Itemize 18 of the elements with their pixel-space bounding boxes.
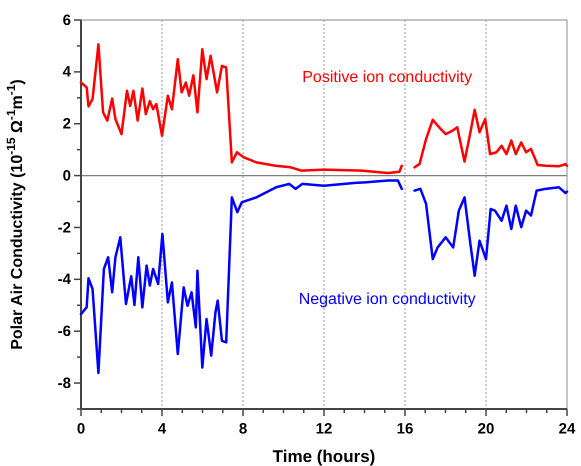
y-tick-label: 4 xyxy=(62,64,72,81)
x-tick-label: 0 xyxy=(76,420,86,438)
x-tick-label: 24 xyxy=(558,420,576,438)
x-tick-label: 20 xyxy=(478,420,494,438)
y-tick-label: 0 xyxy=(62,167,71,184)
x-tick-label: 12 xyxy=(316,420,332,438)
y-tick-label: -4 xyxy=(58,271,72,288)
x-tick-label: 16 xyxy=(396,420,414,438)
y-tick-label: 6 xyxy=(62,12,71,29)
x-axis-title: Time (hours) xyxy=(272,447,376,466)
y-tick-label: -6 xyxy=(58,323,71,340)
x-tick-label: 4 xyxy=(158,420,167,438)
y-tick-label: -2 xyxy=(58,219,71,236)
y-tick-label: 2 xyxy=(62,116,71,133)
y-tick-label: -8 xyxy=(58,374,71,392)
x-tick-label: 8 xyxy=(238,420,248,438)
series-label: Negative ion conductivity xyxy=(298,290,476,308)
series-label: Positive ion conductivity xyxy=(302,69,472,86)
